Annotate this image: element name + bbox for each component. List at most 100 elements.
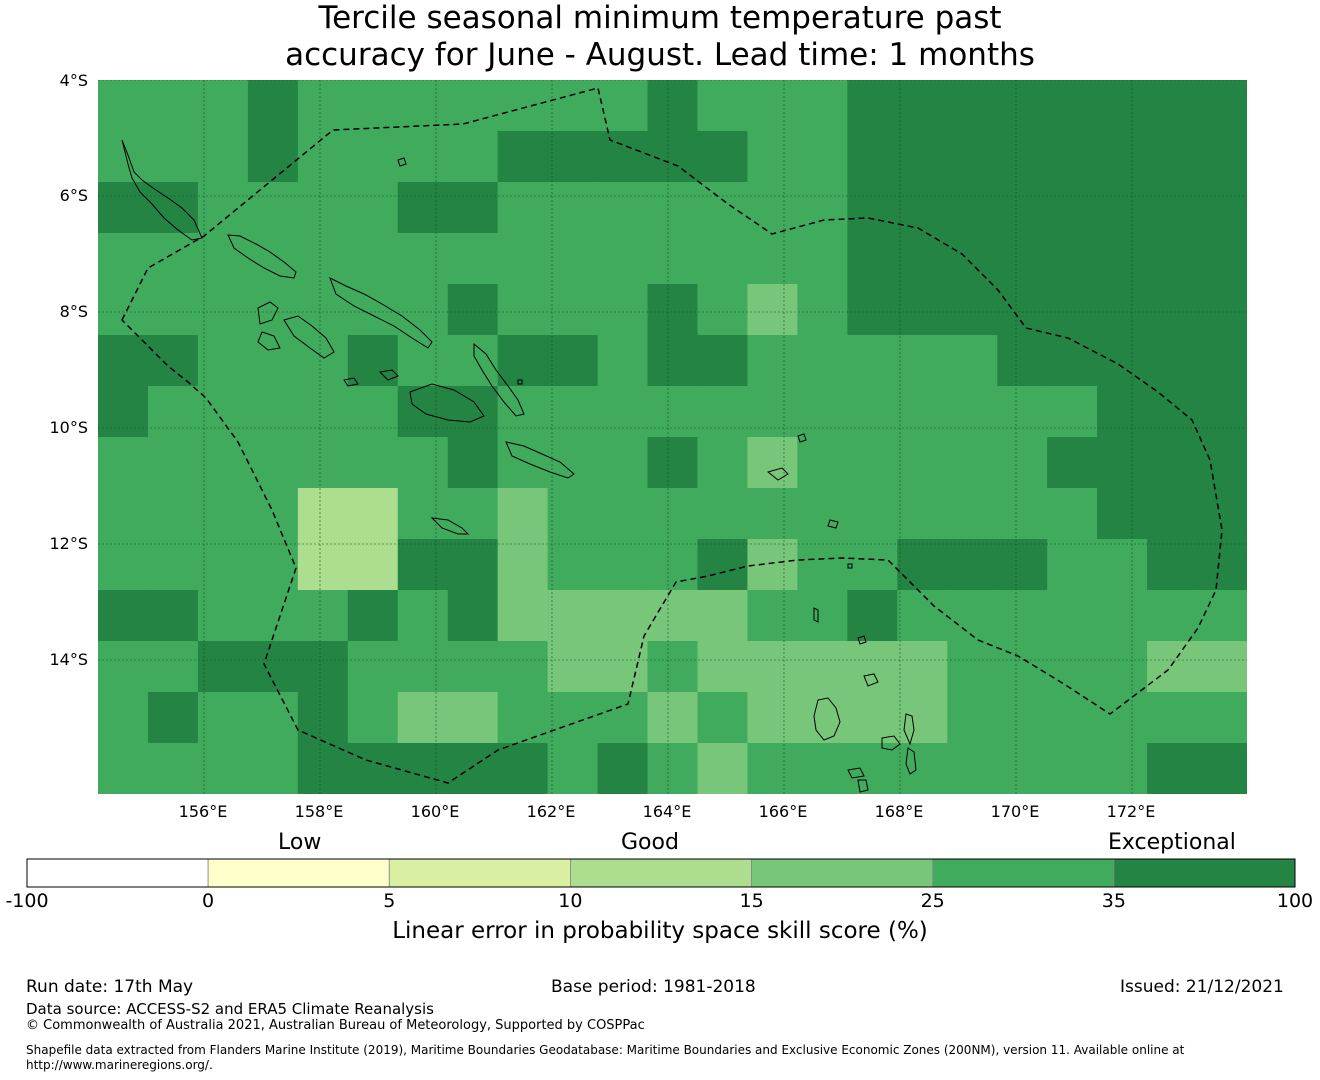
grid-cell xyxy=(997,80,1048,132)
legend-word-good: Good xyxy=(621,830,679,855)
grid-cell xyxy=(997,233,1048,285)
grid-cell xyxy=(397,233,449,285)
coastline-sikaiana xyxy=(517,379,523,385)
grid-cell xyxy=(697,80,749,132)
grid-cell xyxy=(1147,743,1198,794)
grid-cell xyxy=(647,590,699,642)
grid-cell xyxy=(297,335,349,387)
grid-cell xyxy=(897,182,948,234)
grid-cell xyxy=(297,182,349,234)
grid-cell xyxy=(1197,539,1247,591)
grid-cell xyxy=(497,437,549,489)
grid-cell xyxy=(997,131,1048,183)
grid-cell xyxy=(897,437,948,489)
grid-cell xyxy=(147,131,199,183)
grid-cell xyxy=(447,437,499,489)
grid-cell xyxy=(447,488,499,540)
grid-cell xyxy=(997,284,1048,336)
grid-cell xyxy=(947,743,998,794)
colorbar-tick-label: 15 xyxy=(739,890,764,912)
grid-cell xyxy=(247,131,299,183)
data-source: Data source: ACCESS-S2 and ERA5 Climate … xyxy=(26,1000,434,1018)
grid-cell xyxy=(947,386,998,438)
grid-cell xyxy=(597,233,649,285)
lat-label-10s: 10°S xyxy=(49,418,88,437)
grid-cell xyxy=(647,539,699,591)
grid-cell xyxy=(497,131,549,183)
grid-cell xyxy=(597,386,649,438)
grid-cell xyxy=(1197,743,1247,794)
grid-cell xyxy=(1047,743,1098,794)
grid-cell xyxy=(1097,437,1148,489)
grid-cell xyxy=(347,131,399,183)
grid-cell xyxy=(397,488,449,540)
grid-cell xyxy=(1197,335,1247,387)
coastline-santa-isabel xyxy=(329,276,433,349)
grid-cell xyxy=(1197,80,1247,132)
grid-cell xyxy=(1147,335,1198,387)
grid-cell xyxy=(597,692,649,744)
grid-cell xyxy=(297,131,349,183)
grid-cell xyxy=(1047,539,1098,591)
grid-cell xyxy=(347,80,399,132)
coastline-new-georgia xyxy=(257,301,279,325)
grid-cell xyxy=(1097,590,1148,642)
colorbar-segment xyxy=(26,858,209,888)
grid-cell xyxy=(447,386,499,438)
chart-title: Tercile seasonal minimum temperature pas… xyxy=(0,0,1320,74)
grid-cell xyxy=(697,539,749,591)
lat-label-8s: 8°S xyxy=(59,302,88,321)
grid-cell xyxy=(347,692,399,744)
grid-cell xyxy=(897,539,948,591)
grid-cell xyxy=(147,284,199,336)
grid-cell xyxy=(247,233,299,285)
grid-cell xyxy=(347,590,399,642)
grid-cell xyxy=(147,539,199,591)
grid-cell xyxy=(447,284,499,336)
skill-grid xyxy=(98,80,1247,794)
coastline-florida xyxy=(378,369,399,381)
grid-cell xyxy=(947,284,998,336)
grid-cell xyxy=(647,488,699,540)
grid-cell xyxy=(247,539,299,591)
grid-cell xyxy=(797,590,848,642)
shapefile-credit-line-2: http://www.marineregions.org/. xyxy=(26,1058,213,1072)
grid-cell xyxy=(697,743,749,794)
grid-cell xyxy=(397,182,449,234)
grid-cell xyxy=(1047,437,1098,489)
grid-cell xyxy=(497,539,549,591)
grid-cell xyxy=(197,80,249,132)
grid-cell xyxy=(1197,437,1247,489)
grid-cell xyxy=(147,437,199,489)
grid-cell xyxy=(747,182,798,234)
grid-cell xyxy=(1097,233,1148,285)
coastline-tikopia xyxy=(847,563,853,569)
grid-cell xyxy=(247,335,299,387)
grid-cell xyxy=(847,233,898,285)
grid-cell xyxy=(297,437,349,489)
grid-cell xyxy=(147,692,199,744)
grid-cell xyxy=(547,284,599,336)
grid-cell xyxy=(197,692,249,744)
grid-cell xyxy=(147,641,199,693)
grid-cell xyxy=(947,692,998,744)
grid-cell xyxy=(847,386,898,438)
grid-cell xyxy=(647,233,699,285)
lon-label-158e: 158°E xyxy=(294,802,344,821)
grid-cell xyxy=(597,80,649,132)
grid-cell xyxy=(547,386,599,438)
grid-cell xyxy=(197,590,249,642)
grid-cell xyxy=(847,131,898,183)
grid-cell xyxy=(747,131,798,183)
grid-cell xyxy=(797,641,848,693)
grid-cell xyxy=(747,692,798,744)
grid-cell xyxy=(897,488,948,540)
grid-cell xyxy=(98,233,149,285)
grid-cell xyxy=(997,692,1048,744)
grid-cell xyxy=(98,743,149,794)
grid-cell xyxy=(897,233,948,285)
grid-cell xyxy=(347,182,399,234)
coastline-bougainville xyxy=(121,139,203,241)
legend-word-exceptional: Exceptional xyxy=(1108,830,1236,855)
coastline-gaua xyxy=(863,673,879,687)
